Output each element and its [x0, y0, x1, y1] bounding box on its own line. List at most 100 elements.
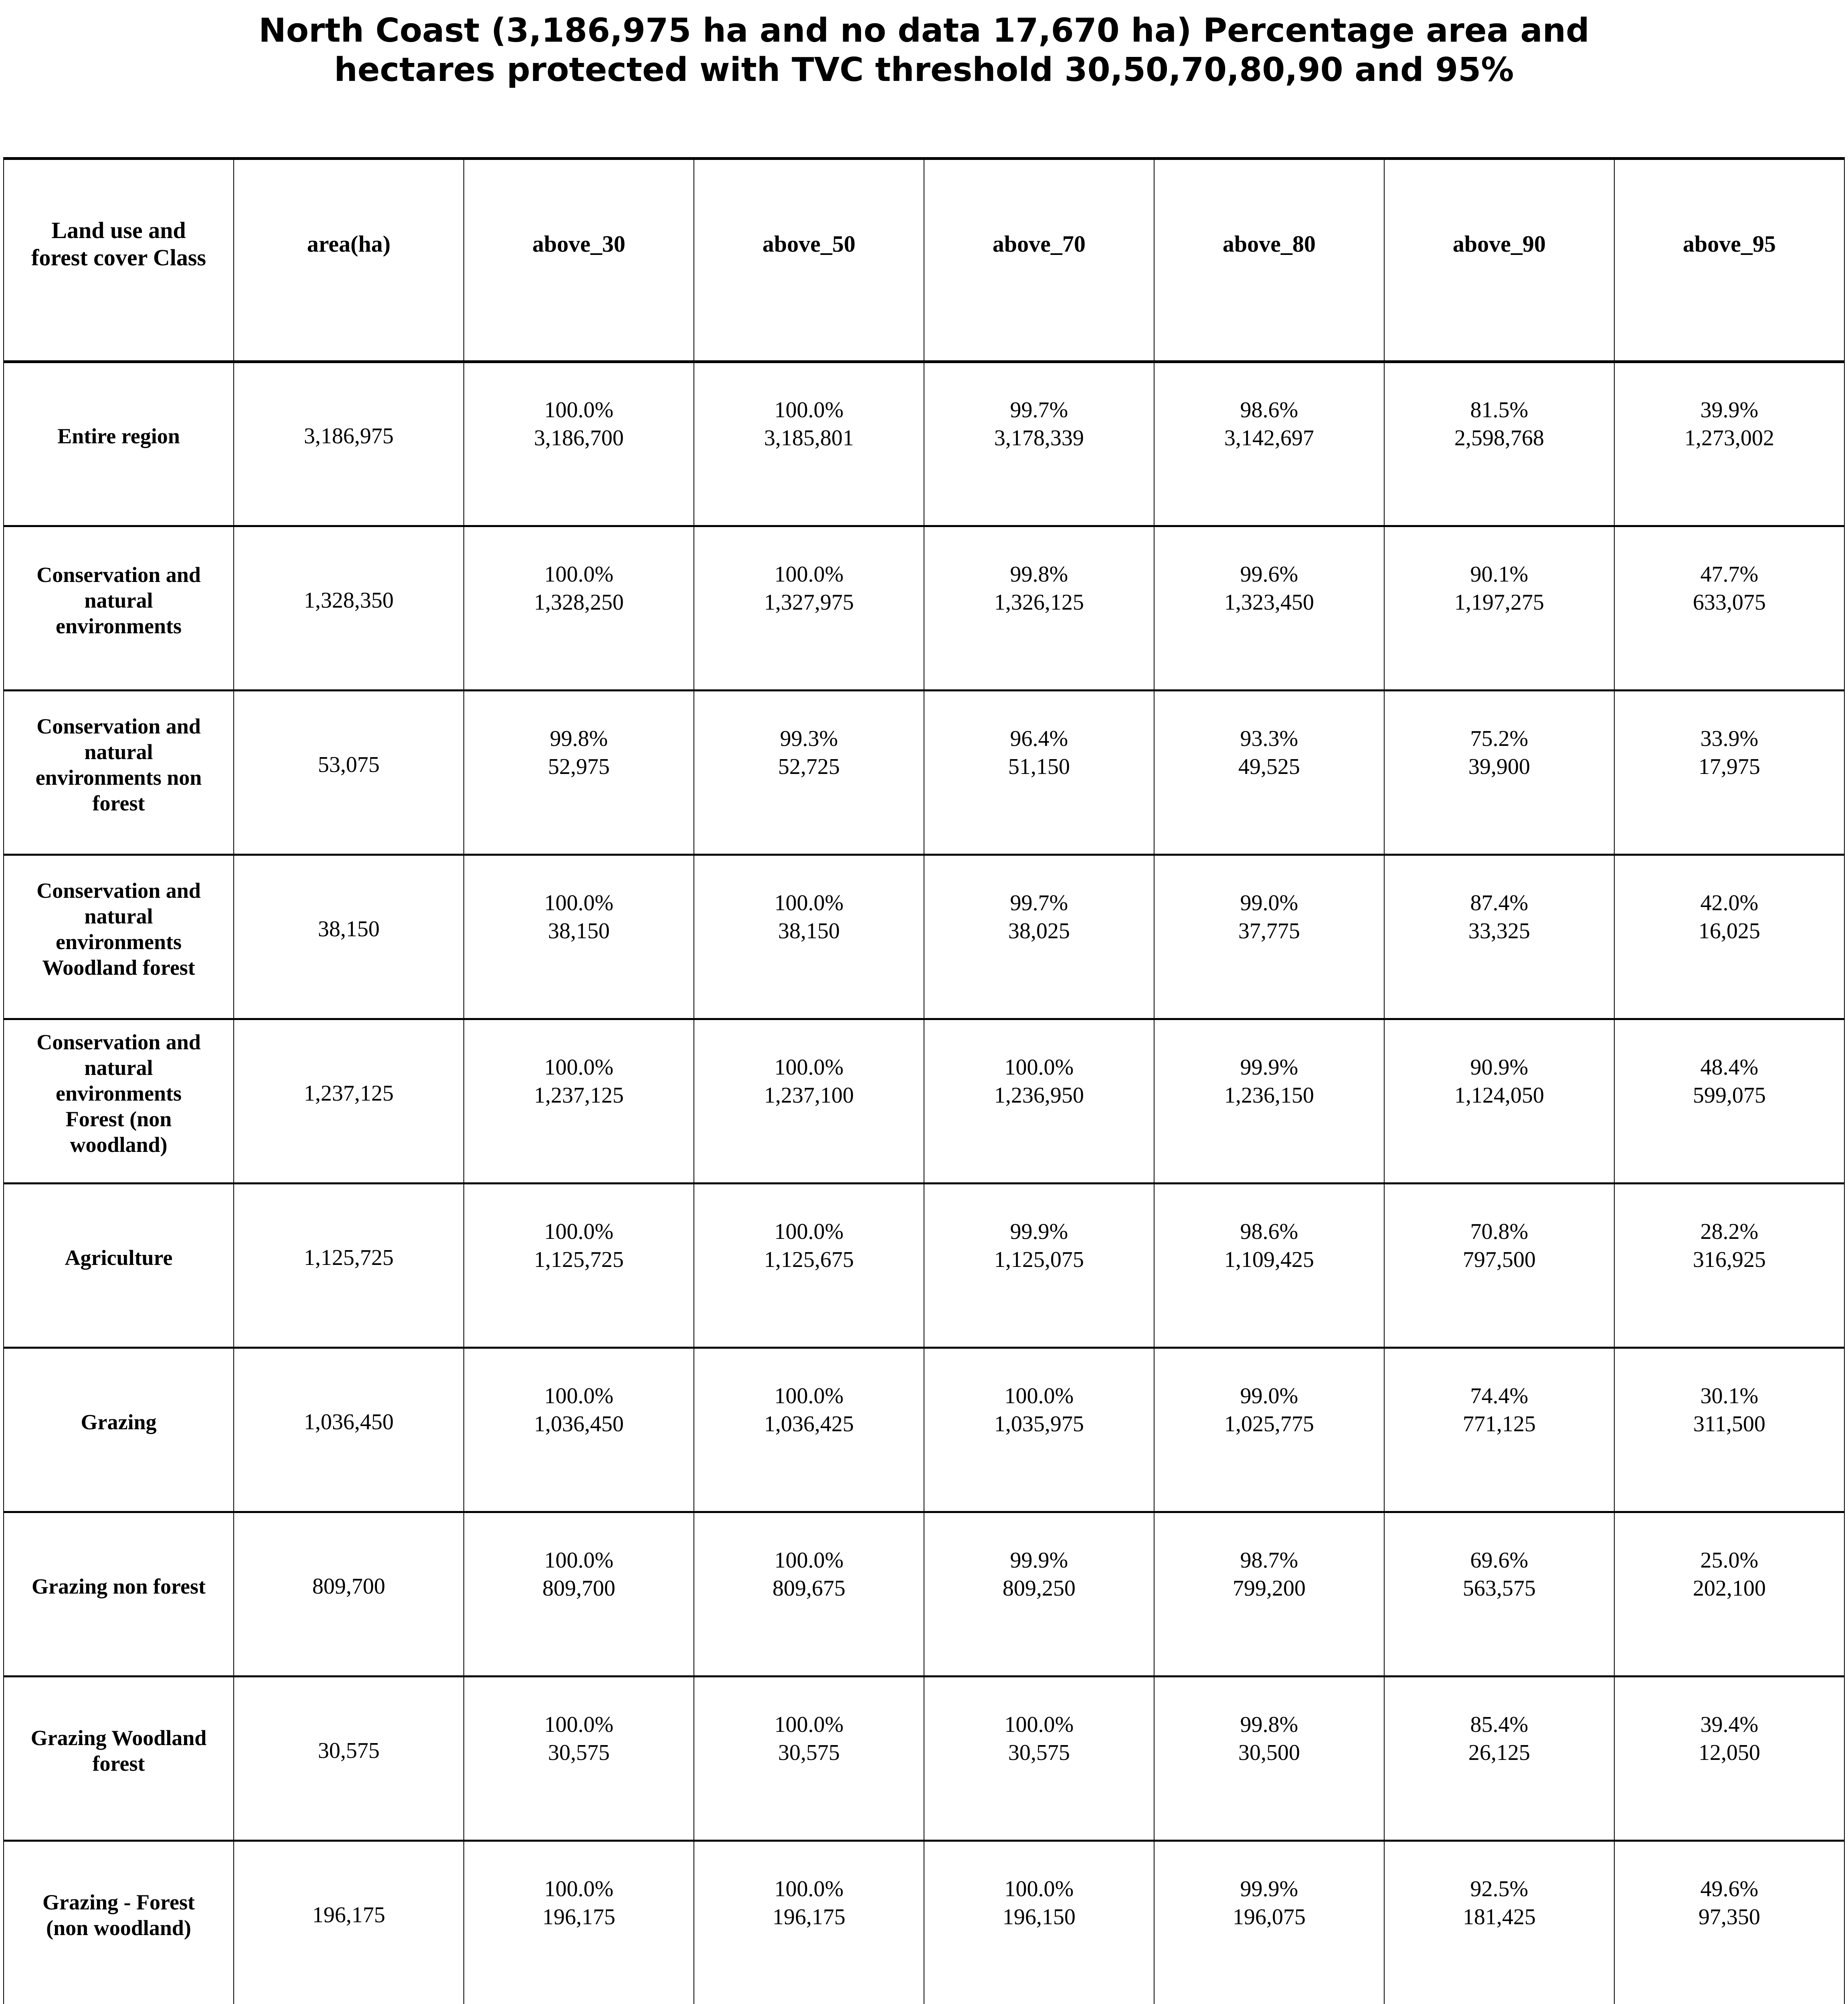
hectares-value: 181,425 [1463, 1904, 1536, 1929]
area-ha-value: 809,700 [233, 1511, 464, 1677]
threshold-cell: 99.9% 1,125,075 [924, 1183, 1154, 1349]
percent-value: 90.1% [1470, 562, 1529, 587]
row-label: Grazing non forest [3, 1511, 234, 1677]
threshold-cell: 100.0% 30,575 [924, 1676, 1154, 1842]
percent-value: 48.4% [1700, 1055, 1759, 1080]
threshold-cell: 100.0% 196,150 [924, 1840, 1154, 2004]
table-row: Grazing 1,036,450 100.0% 1,036,450 100.0% 1,0… [3, 1347, 1845, 1513]
percent-value: 96.4% [1010, 726, 1068, 751]
hectares-value: 196,150 [1003, 1904, 1076, 1929]
threshold-cell: 39.4% 12,050 [1614, 1676, 1845, 1842]
threshold-cell: 70.8% 797,500 [1384, 1183, 1615, 1349]
percent-value: 100.0% [544, 1383, 614, 1408]
threshold-cell: 42.0% 16,025 [1614, 854, 1845, 1020]
percent-value: 100.0% [774, 1876, 844, 1901]
threshold-cell: 87.4% 33,325 [1384, 854, 1615, 1020]
table-row: Conservation and natural environments Fo… [3, 1018, 1845, 1184]
threshold-cell: 99.9% 196,075 [1154, 1840, 1385, 2004]
percent-value: 100.0% [774, 398, 844, 422]
protected-area-table: Land use and forest cover Class area(ha) a… [3, 157, 1845, 2004]
column-header-above-90: above_90 [1384, 158, 1615, 363]
hectares-value: 1,035,975 [994, 1411, 1084, 1436]
percent-value: 100.0% [544, 562, 614, 587]
threshold-cell: 98.6% 1,109,425 [1154, 1183, 1385, 1349]
row-label: Conservation and natural environments [3, 525, 234, 691]
threshold-cell: 99.0% 1,025,775 [1154, 1347, 1385, 1513]
percent-value: 98.7% [1240, 1547, 1298, 1573]
threshold-cell: 100.0% 3,186,700 [463, 361, 694, 527]
threshold-cell: 30.1% 311,500 [1614, 1347, 1845, 1513]
threshold-cell: 99.0% 37,775 [1154, 854, 1385, 1020]
percent-value: 70.8% [1470, 1219, 1529, 1244]
percent-value: 99.7% [1010, 890, 1068, 915]
row-label: Conservation and natural environments Wo… [3, 854, 234, 1020]
hectares-value: 599,075 [1693, 1083, 1766, 1108]
threshold-cell: 100.0% 30,575 [694, 1676, 924, 1842]
percent-value: 28.2% [1700, 1219, 1759, 1244]
threshold-cell: 39.9% 1,273,002 [1614, 361, 1845, 527]
column-header-above-95: above_95 [1614, 158, 1845, 363]
percent-value: 100.0% [544, 1876, 614, 1901]
percent-value: 92.5% [1470, 1876, 1529, 1901]
area-ha-value: 30,575 [233, 1676, 464, 1842]
area-ha-value: 1,237,125 [233, 1018, 464, 1184]
percent-value: 81.5% [1470, 398, 1529, 422]
hectares-value: 563,575 [1463, 1576, 1536, 1601]
threshold-cell: 100.0% 1,328,250 [463, 525, 694, 691]
row-label: Entire region [3, 361, 234, 527]
hectares-value: 311,500 [1693, 1411, 1765, 1436]
threshold-cell: 33.9% 17,975 [1614, 690, 1845, 856]
percent-value: 99.0% [1240, 1383, 1298, 1408]
percent-value: 49.6% [1700, 1876, 1759, 1901]
percent-value: 33.9% [1700, 726, 1759, 751]
row-label: Grazing Woodland forest [3, 1676, 234, 1842]
percent-value: 100.0% [774, 890, 844, 915]
percent-value: 100.0% [1004, 1383, 1074, 1408]
percent-value: 100.0% [544, 1712, 614, 1737]
percent-value: 100.0% [544, 890, 614, 915]
percent-value: 74.4% [1470, 1383, 1529, 1408]
threshold-cell: 100.0% 196,175 [463, 1840, 694, 2004]
threshold-cell: 90.9% 1,124,050 [1384, 1018, 1615, 1184]
percent-value: 99.0% [1240, 890, 1298, 915]
percent-value: 100.0% [774, 562, 844, 587]
threshold-cell: 99.9% 809,250 [924, 1511, 1154, 1677]
threshold-cell: 100.0% 809,700 [463, 1511, 694, 1677]
hectares-value: 51,150 [1008, 754, 1070, 779]
percent-value: 42.0% [1700, 890, 1759, 915]
threshold-cell: 99.6% 1,323,450 [1154, 525, 1385, 691]
threshold-cell: 100.0% 1,036,425 [694, 1347, 924, 1513]
column-header-above-80: above_80 [1154, 158, 1385, 363]
hectares-value: 1,236,150 [1224, 1083, 1314, 1108]
percent-value: 100.0% [544, 1547, 614, 1573]
percent-value: 99.9% [1240, 1055, 1298, 1080]
hectares-value: 1,036,450 [534, 1411, 624, 1436]
area-ha-value: 3,186,975 [233, 361, 464, 527]
percent-value: 100.0% [774, 1712, 844, 1737]
percent-value: 100.0% [774, 1383, 844, 1408]
area-ha-value: 53,075 [233, 690, 464, 856]
hectares-value: 2,598,768 [1454, 426, 1544, 450]
percent-value: 100.0% [1004, 1712, 1074, 1737]
threshold-cell: 100.0% 1,237,100 [694, 1018, 924, 1184]
hectares-value: 1,328,250 [534, 590, 624, 615]
percent-value: 99.8% [550, 726, 608, 751]
hectares-value: 49,525 [1238, 754, 1300, 779]
percent-value: 39.4% [1700, 1712, 1759, 1737]
area-ha-value: 1,328,350 [233, 525, 464, 691]
threshold-cell: 92.5% 181,425 [1384, 1840, 1615, 2004]
hectares-value: 26,125 [1468, 1740, 1530, 1765]
threshold-cell: 98.6% 3,142,697 [1154, 361, 1385, 527]
threshold-cell: 49.6% 97,350 [1614, 1840, 1845, 2004]
hectares-value: 97,350 [1698, 1904, 1760, 1929]
percent-value: 100.0% [774, 1219, 844, 1244]
percent-value: 99.9% [1240, 1876, 1298, 1901]
hectares-value: 38,150 [548, 918, 610, 943]
percent-value: 99.7% [1010, 398, 1068, 422]
threshold-cell: 74.4% 771,125 [1384, 1347, 1615, 1513]
table-row: Grazing Woodland forest 30,575 100.0% 30,57… [3, 1676, 1845, 1842]
threshold-cell: 100.0% 196,175 [694, 1840, 924, 2004]
row-label: Conservation and natural environments no… [3, 690, 234, 856]
percent-value: 100.0% [774, 1547, 844, 1573]
